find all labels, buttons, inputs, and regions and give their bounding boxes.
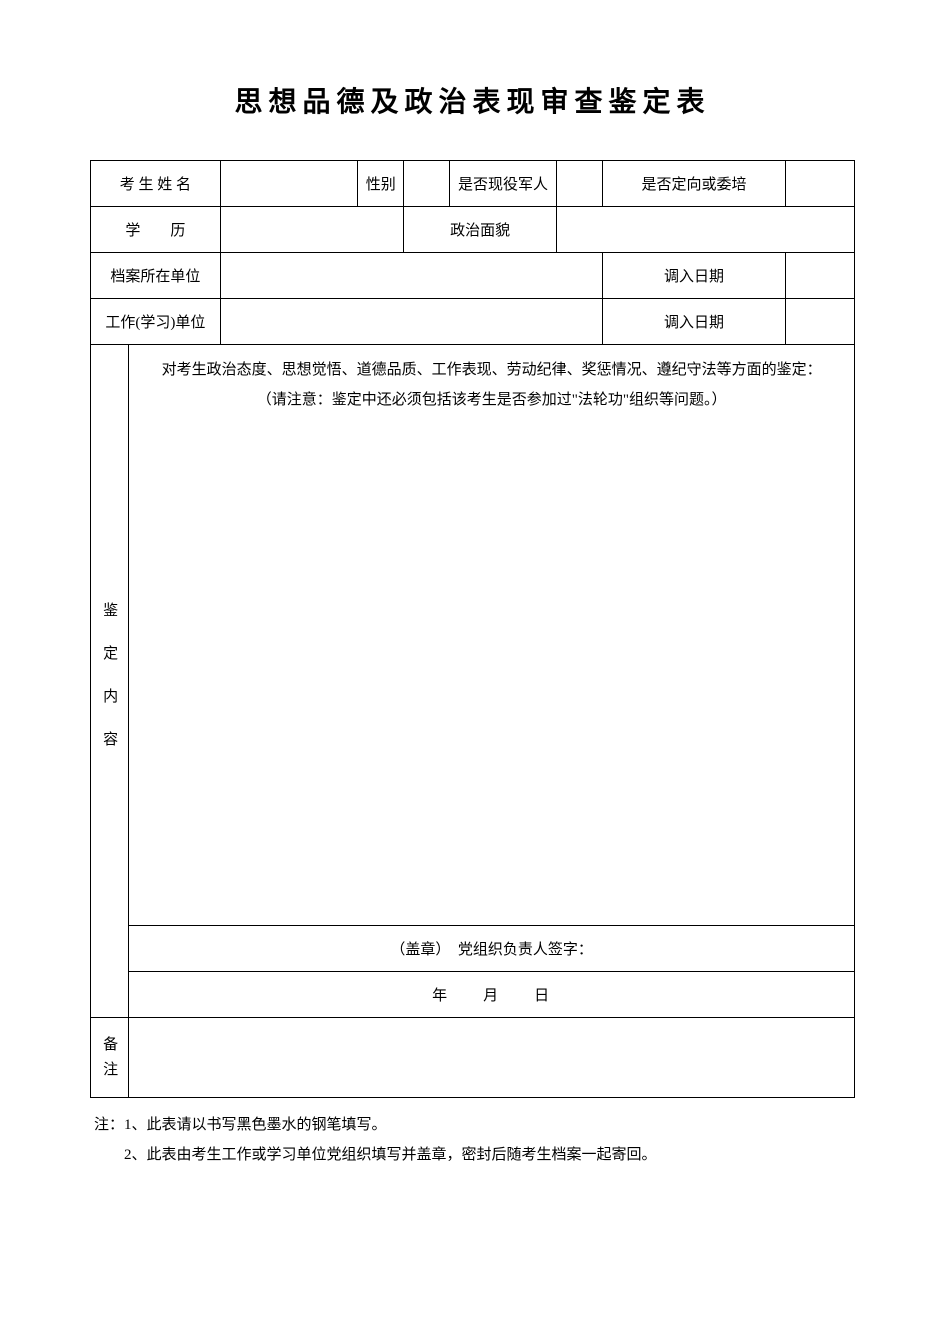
table-row: 鉴定内容 对考生政治态度、思想觉悟、道德品质、工作表现、劳动纪律、奖惩情况、遵纪… <box>91 345 855 926</box>
political-value[interactable] <box>556 207 854 253</box>
assessment-content[interactable]: 对考生政治态度、思想觉悟、道德品质、工作表现、劳动纪律、奖惩情况、遵纪守法等方面… <box>129 345 855 926</box>
edu-label: 学 历 <box>91 207 221 253</box>
table-row: 工作(学习)单位 调入日期 <box>91 299 855 345</box>
table-row: 档案所在单位 调入日期 <box>91 253 855 299</box>
archive-date-label: 调入日期 <box>602 253 785 299</box>
directed-value[interactable] <box>786 161 855 207</box>
archive-date-value[interactable] <box>786 253 855 299</box>
political-label: 政治面貌 <box>404 207 557 253</box>
sign-line: （盖章） 党组织负责人签字： <box>129 926 855 972</box>
remark-value[interactable] <box>129 1018 855 1098</box>
table-row: 备注 <box>91 1018 855 1098</box>
name-value[interactable] <box>220 161 358 207</box>
notes-prefix: 注： <box>94 1110 124 1140</box>
remark-label: 备注 <box>91 1018 129 1098</box>
table-row: 年 月 日 <box>91 972 855 1018</box>
directed-label: 是否定向或委培 <box>602 161 785 207</box>
soldier-value[interactable] <box>556 161 602 207</box>
work-label: 工作(学习)单位 <box>91 299 221 345</box>
edu-value[interactable] <box>220 207 403 253</box>
assessment-line1: 对考生政治态度、思想觉悟、道德品质、工作表现、劳动纪律、奖惩情况、遵纪守法等方面… <box>135 355 848 385</box>
work-date-label: 调入日期 <box>602 299 785 345</box>
date-line: 年 月 日 <box>129 972 855 1018</box>
work-date-value[interactable] <box>786 299 855 345</box>
gender-value[interactable] <box>404 161 450 207</box>
work-value[interactable] <box>220 299 602 345</box>
page-title: 思想品德及政治表现审查鉴定表 <box>90 80 855 120</box>
note-2: 2、此表由考生工作或学习单位党组织填写并盖章，密封后随考生档案一起寄回。 <box>124 1147 657 1163</box>
table-row: 学 历 政治面貌 <box>91 207 855 253</box>
notes-section: 注：1、此表请以书写黑色墨水的钢笔填写。 注：2、此表由考生工作或学习单位党组织… <box>90 1110 855 1170</box>
table-row: （盖章） 党组织负责人签字： <box>91 926 855 972</box>
note-1: 1、此表请以书写黑色墨水的钢笔填写。 <box>124 1117 387 1133</box>
form-table: 考 生 姓 名 性别 是否现役军人 是否定向或委培 学 历 政治面貌 档案所在单… <box>90 160 855 1098</box>
table-row: 考 生 姓 名 性别 是否现役军人 是否定向或委培 <box>91 161 855 207</box>
soldier-label: 是否现役军人 <box>450 161 557 207</box>
archive-label: 档案所在单位 <box>91 253 221 299</box>
gender-label: 性别 <box>358 161 404 207</box>
archive-value[interactable] <box>220 253 602 299</box>
assessment-line2: （请注意：鉴定中还必须包括该考生是否参加过"法轮功"组织等问题。） <box>135 385 848 415</box>
name-label: 考 生 姓 名 <box>91 161 221 207</box>
assessment-side-label: 鉴定内容 <box>91 345 129 1018</box>
